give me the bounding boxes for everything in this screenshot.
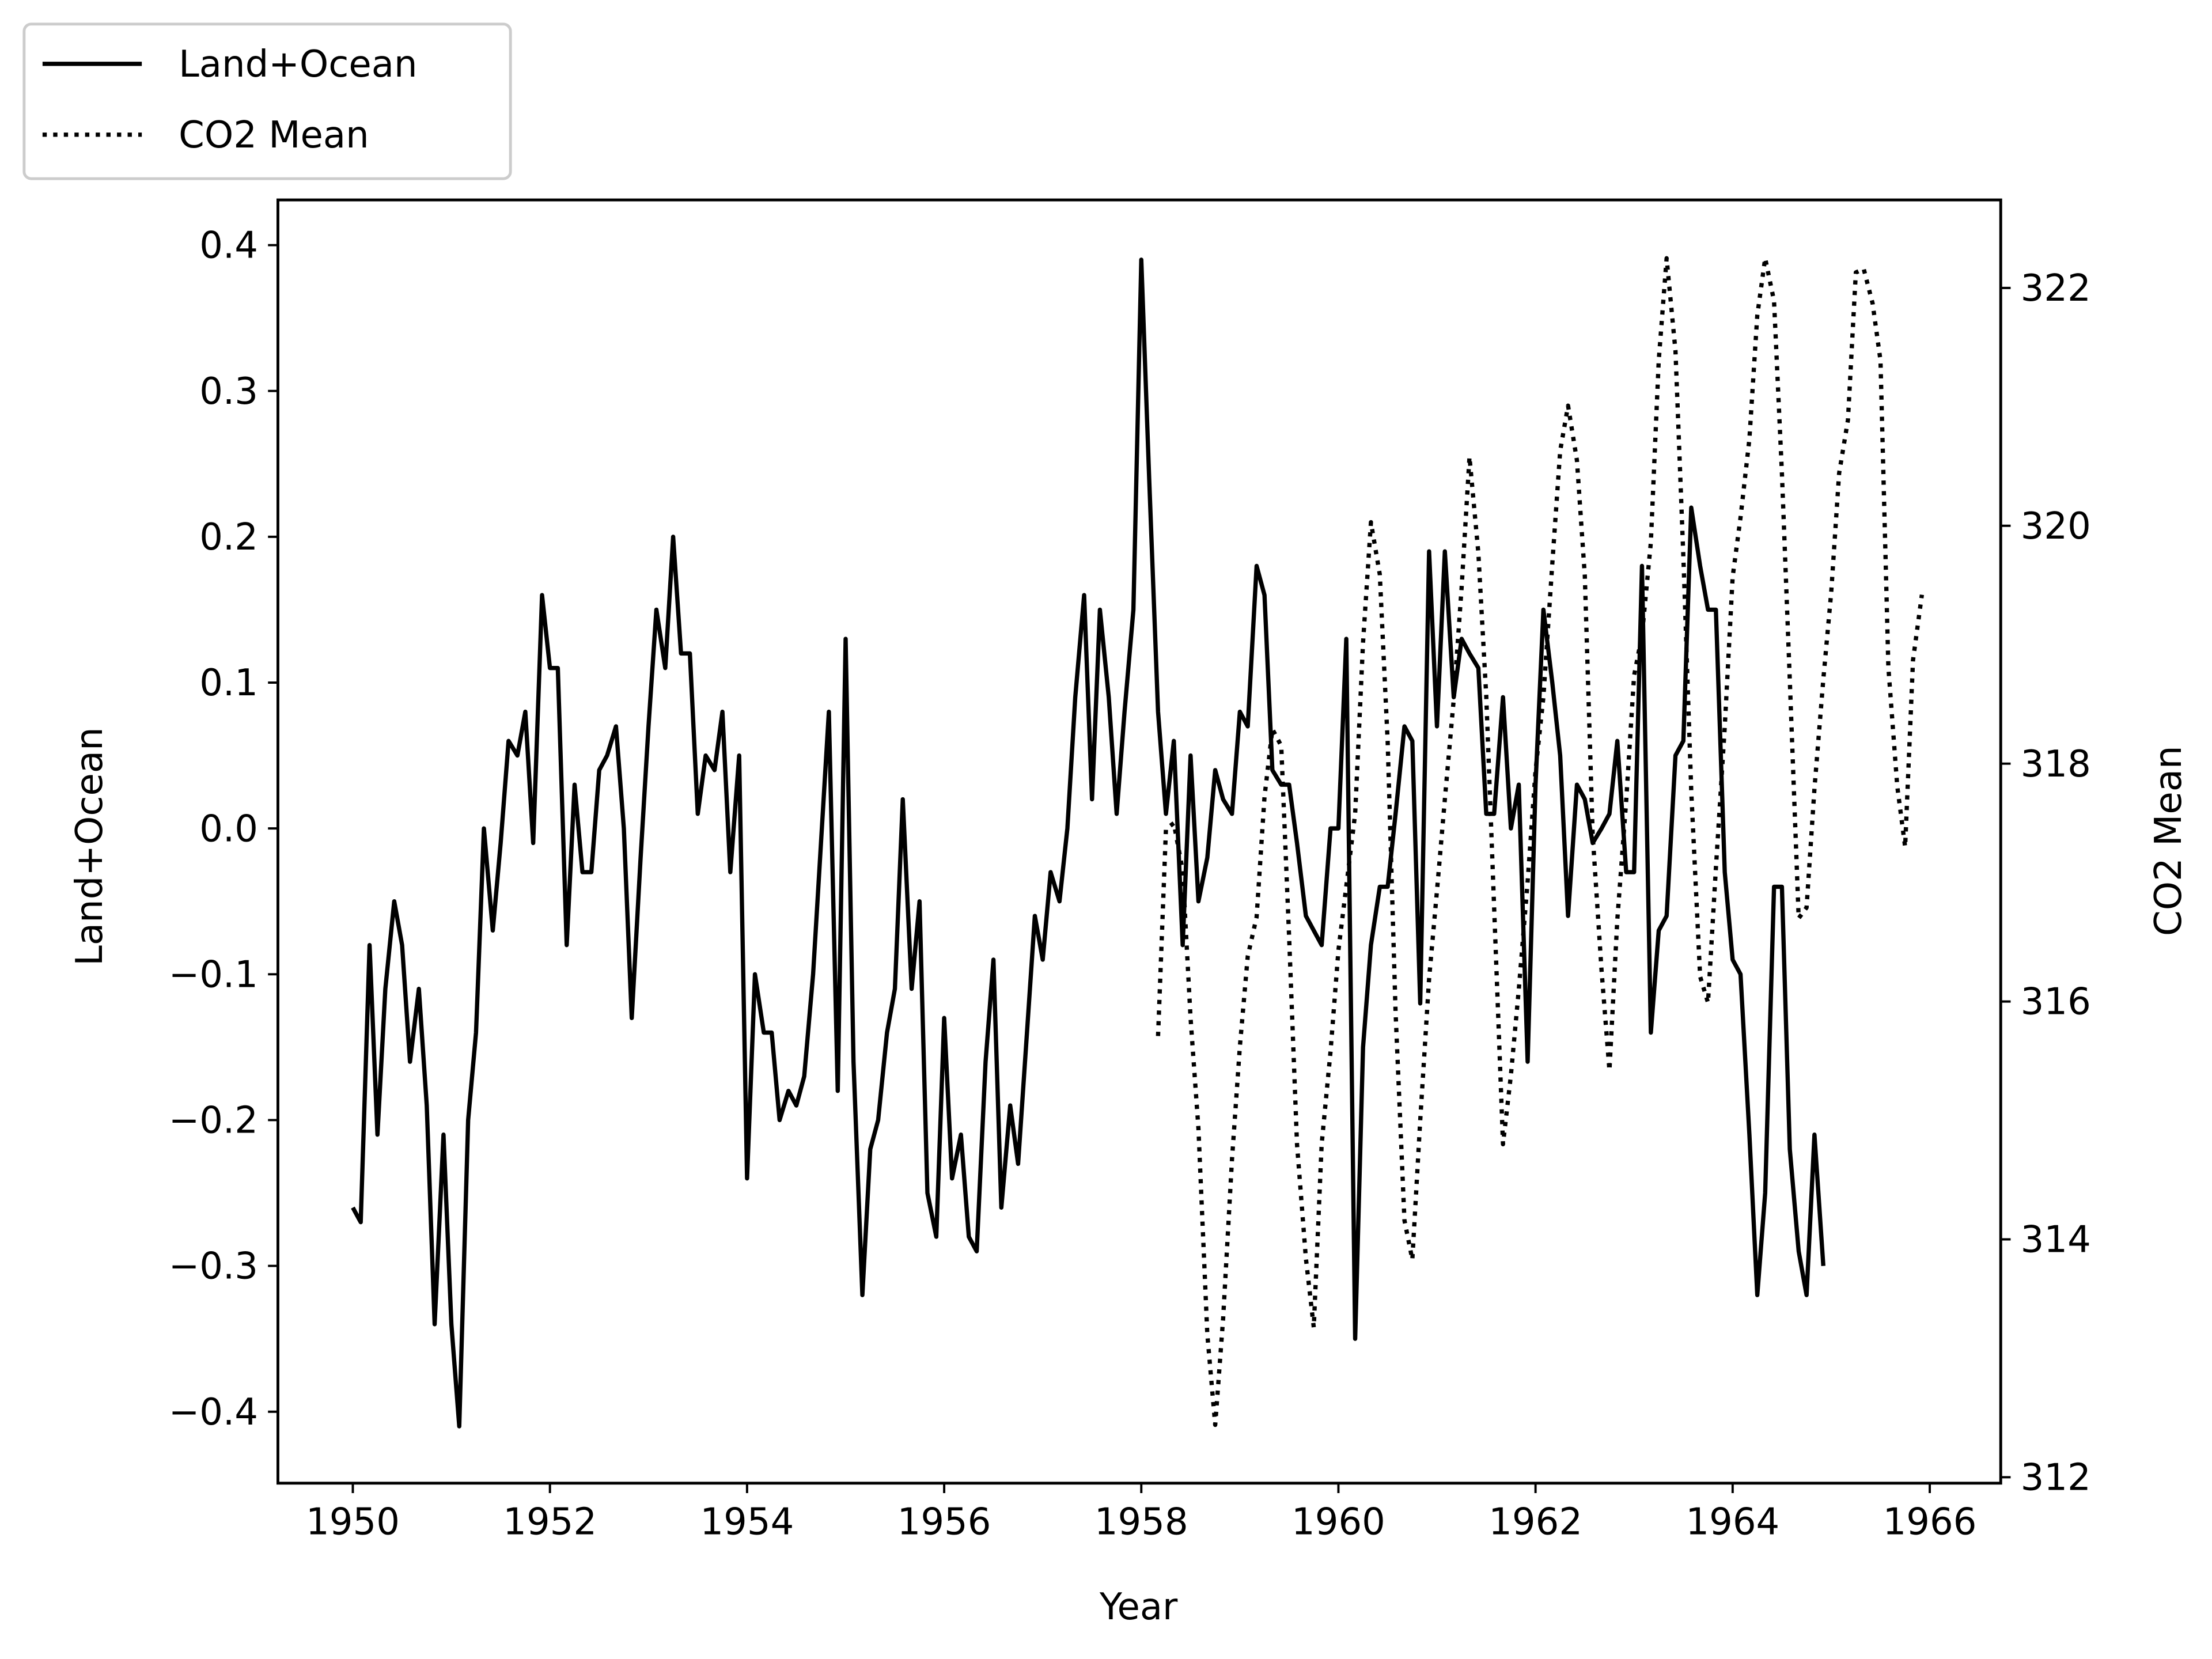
x-tick-label: 1964 — [1685, 1501, 1779, 1543]
x-axis-label: Year — [1099, 1586, 1178, 1628]
x-tick-label: 1962 — [1488, 1501, 1582, 1543]
y-axis-label: Land+Ocean — [69, 727, 111, 965]
y-tick-label: −0.3 — [169, 1245, 258, 1288]
y2-tick-label: 312 — [2021, 1457, 2091, 1499]
y2-tick-label: 322 — [2021, 267, 2091, 310]
y2-tick-label: 320 — [2021, 505, 2091, 548]
y-tick-label: −0.4 — [169, 1391, 258, 1434]
x-tick-label: 1956 — [897, 1501, 991, 1543]
legend-label: Land+Ocean — [179, 43, 417, 86]
x-tick-label: 1950 — [306, 1501, 400, 1543]
y-tick-label: −0.1 — [169, 953, 258, 996]
y2-tick-label: 316 — [2021, 981, 2091, 1024]
series-line — [351, 257, 1825, 1429]
x-tick-label: 1954 — [700, 1501, 794, 1543]
plot-frame — [276, 198, 2002, 1485]
y2-tick-label: 314 — [2021, 1219, 2091, 1262]
x-tick-label: 1966 — [1883, 1501, 1977, 1543]
y-tick-label: −0.2 — [169, 1100, 258, 1142]
y-tick-label: 0.3 — [199, 370, 258, 413]
x-tick-label: 1958 — [1094, 1501, 1188, 1543]
y-tick-label: 0.2 — [199, 516, 258, 559]
y-tick-label: 0.4 — [199, 225, 258, 267]
y2-axis-label: CO2 Mean — [2147, 745, 2190, 936]
legend-frame — [22, 22, 512, 180]
x-tick-label: 1952 — [503, 1501, 597, 1543]
y-tick-label: 0.1 — [199, 662, 258, 704]
legend-label: CO2 Mean — [179, 114, 369, 157]
series-line — [1156, 256, 1925, 1427]
legend: Land+Ocean CO2 Mean — [22, 22, 512, 180]
x-tick-label: 1960 — [1291, 1501, 1385, 1543]
y-tick-label: 0.0 — [199, 808, 258, 850]
y2-tick-label: 318 — [2021, 743, 2091, 786]
